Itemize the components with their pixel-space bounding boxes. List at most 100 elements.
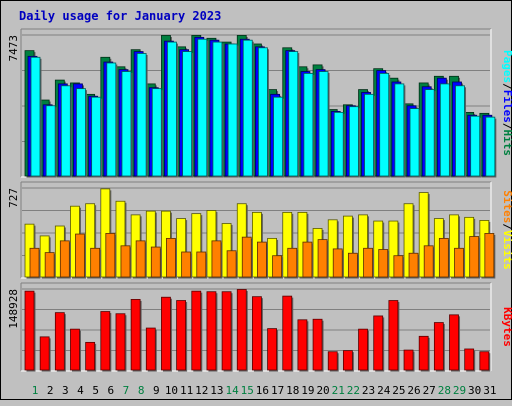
panel-2-sites-bar-2 — [44, 252, 55, 278]
panel-3-kbytes-bar-20 — [312, 318, 323, 371]
panel-2-sites-bar-24 — [378, 249, 389, 278]
panel-3-y-tick-label: 148928 — [7, 289, 20, 329]
panel-3-kbytes-bar-6 — [100, 311, 111, 371]
panel-3-legend-kbytes: KBytes — [501, 307, 512, 347]
panel-3-kbytes-bar-11 — [176, 300, 187, 371]
panel-2-sites-bar-27 — [423, 245, 434, 278]
panel-2-sites-bar-23 — [363, 247, 373, 278]
panel-2-sites-bar-14 — [226, 250, 237, 278]
panel-3-kbytes-bar-3 — [54, 312, 65, 371]
panel-3-kbytes-bar-7 — [115, 313, 126, 371]
panel-2-series-legend: Sites/Visits — [501, 190, 512, 270]
x-tick-label-22: 22 — [347, 384, 360, 397]
x-tick-label-31: 31 — [483, 384, 496, 397]
panel-2-sites-bar-26 — [408, 252, 419, 278]
panel-1-legend-separator: / — [501, 83, 512, 90]
panel-1-pages-bar-16 — [258, 47, 268, 177]
panel-3-kbytes-bar-13 — [206, 291, 217, 371]
panel-2-sites-bar-6 — [105, 233, 116, 278]
panel-2-sites-bar-20 — [317, 239, 328, 278]
x-tick-label-12: 12 — [195, 384, 208, 397]
panel-3-kbytes-bar-9 — [145, 327, 156, 371]
panel-3-kbytes-bar-19 — [297, 319, 308, 371]
panel-2-visits-bar-12 — [191, 213, 202, 278]
panel-1-y-tick-label: 7473 — [7, 35, 20, 62]
panel-2-sites-bar-1 — [29, 247, 40, 278]
panel-1-pages-bar-17 — [273, 96, 283, 177]
panel-1-pages-bar-9 — [151, 88, 162, 177]
panel-3-kbytes-bar-12 — [191, 290, 202, 371]
panel-1-legend-hits: Hits — [501, 130, 512, 157]
panel-3-kbytes-bar-10 — [161, 296, 171, 371]
panel-2-sites-bar-11 — [181, 251, 192, 278]
x-tick-label-16: 16 — [256, 384, 269, 397]
panel-3-kbytes-bar-30 — [464, 348, 475, 371]
panel-2-sites-bar-4 — [75, 233, 85, 278]
panel-3-kbytes-bar-24 — [373, 315, 384, 371]
panel-1-pages-bar-2 — [45, 105, 56, 177]
panel-2-legend-sites: Sites — [501, 190, 512, 223]
x-tick-label-24: 24 — [377, 384, 391, 397]
panel-1-pages-bar-10 — [167, 41, 177, 177]
panel-1-pages-bar-29 — [455, 85, 465, 177]
panel-2-visits-bar-26 — [403, 203, 414, 278]
x-tick-label-6: 6 — [107, 384, 114, 397]
x-tick-label-21: 21 — [332, 384, 345, 397]
panel-3-kbytes-bar-1 — [24, 290, 35, 371]
panel-2-legend-separator: / — [501, 223, 512, 230]
panel-1-pages-bar-20 — [318, 71, 329, 177]
panel-3-kbytes-bar-17 — [267, 328, 277, 371]
panel-1-pages-bar-25 — [394, 83, 405, 177]
panel-2-sites-bar-8 — [135, 240, 146, 278]
panel-3-kbytes-bar-23 — [358, 328, 368, 371]
panel-3-kbytes-bar-2 — [39, 336, 50, 371]
panel-3-kbytes-bar-15 — [236, 289, 247, 371]
panel-2-sites-bar-19 — [302, 241, 313, 278]
panel-1-pages-bar-26 — [409, 108, 420, 177]
panel-1-pages-bar-24 — [379, 73, 390, 177]
panel-1-pages-bar-15 — [242, 39, 253, 177]
panel-1-pages-bar-4 — [76, 88, 86, 177]
x-tick-label-10: 10 — [165, 384, 178, 397]
panel-2-visits-bar-27 — [418, 192, 429, 278]
panel-1-pages-bar-11 — [182, 51, 193, 177]
chart-title: Daily usage for January 2023 — [19, 9, 221, 23]
panel-2-sites-bar-10 — [166, 237, 176, 278]
panel-3-series-legend: KBytes — [501, 307, 512, 347]
panel-3-kbytes-bar-25 — [388, 300, 399, 371]
panel-1-pages-bar-19 — [303, 73, 314, 177]
x-tick-label-9: 9 — [153, 384, 160, 397]
panel-3-kbytes-bar-21 — [327, 351, 338, 371]
x-tick-label-4: 4 — [77, 384, 84, 397]
panel-3-kbytes-bar-14 — [221, 291, 232, 371]
panel-1-pages-bar-21 — [333, 111, 344, 177]
panel-2-sites-bar-17 — [272, 255, 282, 278]
panel-1-pages-bar-13 — [212, 41, 223, 177]
panel-2-sites-bar-7 — [120, 245, 131, 278]
x-tick-label-23: 23 — [362, 384, 375, 397]
panel-3-kbytes-bar-27 — [418, 335, 429, 371]
x-tick-label-19: 19 — [301, 384, 314, 397]
panel-2-sites-bar-5 — [90, 247, 101, 278]
panel-3-kbytes-bar-5 — [85, 341, 96, 371]
panel-1-pages-bar-18 — [288, 51, 299, 177]
panel-2-sites-bar-28 — [438, 237, 449, 278]
x-tick-label-20: 20 — [316, 384, 329, 397]
panel-1-legend-pages: Pages — [501, 50, 512, 83]
panel-3-kbytes-bar-26 — [403, 349, 414, 371]
x-tick-label-2: 2 — [47, 384, 54, 397]
panel-1-pages-bar-23 — [364, 93, 374, 177]
panel-2-sites-bar-21 — [332, 248, 343, 278]
x-tick-label-5: 5 — [92, 384, 99, 397]
x-tick-label-7: 7 — [123, 384, 130, 397]
panel-3-kbytes-bar-28 — [433, 322, 444, 371]
panel-2-sites-bar-15 — [241, 236, 252, 278]
panel-1-pages-bar-14 — [227, 43, 238, 177]
panel-2-sites-bar-29 — [454, 247, 464, 278]
x-tick-label-17: 17 — [271, 384, 284, 397]
x-tick-label-28: 28 — [438, 384, 451, 397]
x-tick-label-25: 25 — [392, 384, 405, 397]
panel-3-kbytes-bar-22 — [342, 350, 353, 371]
panel-2-visits-bar-23 — [358, 214, 368, 278]
